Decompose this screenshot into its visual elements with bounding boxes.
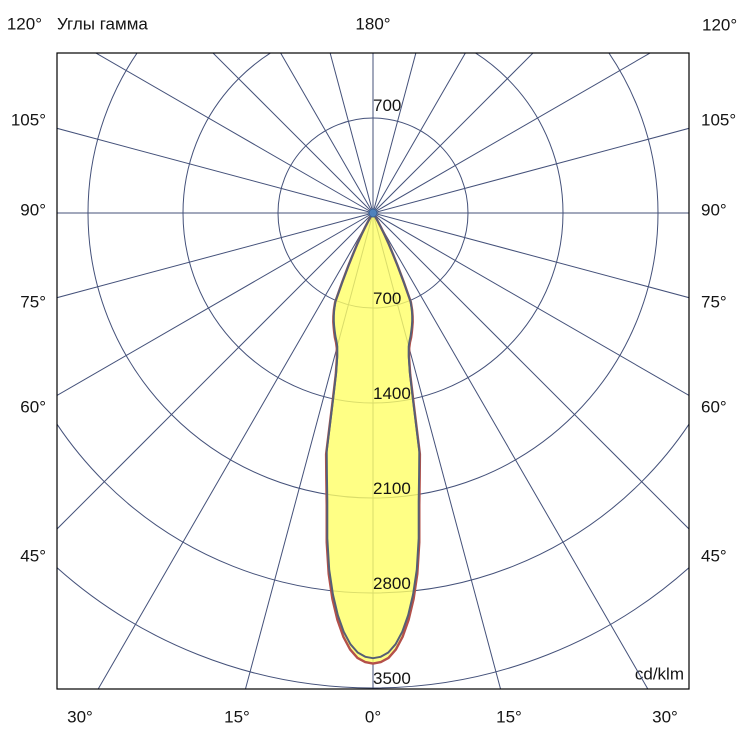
polar-grid-ray [329,53,374,214]
polar-grid-ray [57,127,374,214]
polar-grid-ray [97,212,374,689]
beam-curve-c90-c270 [325,212,421,660]
gamma-angle-label-right: 75° [701,292,727,312]
gamma-angle-label-right: 45° [701,546,727,566]
gamma-angle-label-left-120: 120° [6,14,42,34]
polar-grid-ray [372,212,689,299]
polar-grid-ray [372,53,652,214]
polar-grid-ray [372,53,417,214]
polar-grid-ray [57,212,374,530]
chart-title: Углы гамма [57,14,148,34]
radial-tick-label: 700 [373,96,401,115]
gamma-angle-label-right-120: 120° [702,15,738,35]
gamma-angle-label-left: 105° [10,110,46,130]
gamma-angle-label-left: 60° [20,397,46,417]
radial-tick-label: 2800 [373,574,411,593]
polar-grid-circle [57,566,689,689]
beam-curve-c0-c180 [324,211,422,665]
polar-grid-ray [212,53,374,214]
gamma-angle-label-bottom: 0° [364,707,382,727]
gamma-angle-label-bottom: 30° [67,707,93,727]
center-marker [368,208,378,218]
polar-grid-ray [372,212,689,397]
gamma-angle-label-right: 60° [701,397,727,417]
gamma-angle-label-right: 90° [701,200,727,220]
gamma-angle-label-bottom: 30° [652,707,678,727]
polar-grid-ray [57,212,374,299]
gamma-angle-label-right: 105° [701,110,737,130]
polar-grid-ray [94,53,374,214]
polar-grid-ray [372,212,689,530]
polar-grid-ray [280,53,374,214]
gamma-angle-label-top-180: 180° [355,14,391,34]
plot-frame [56,52,690,690]
gamma-angle-label-left: 90° [20,200,46,220]
polar-grid-ray [372,212,649,689]
radial-tick-label: 3500 [373,669,411,688]
gamma-angle-label-bottom: 15° [496,707,522,727]
polar-grid-ray [372,53,534,214]
polar-grid-ray [372,127,689,214]
polar-grid-ray [57,212,374,397]
gamma-angle-label-left: 75° [20,292,46,312]
radial-tick-label: 1400 [373,384,411,403]
radial-tick-label: 2100 [373,479,411,498]
polar-grid-ray [372,53,466,214]
radial-tick-label: 700 [373,289,401,308]
gamma-angle-label-left: 45° [20,546,46,566]
unit-label: cd/klm [634,664,684,684]
gamma-angle-label-bottom: 15° [224,707,250,727]
